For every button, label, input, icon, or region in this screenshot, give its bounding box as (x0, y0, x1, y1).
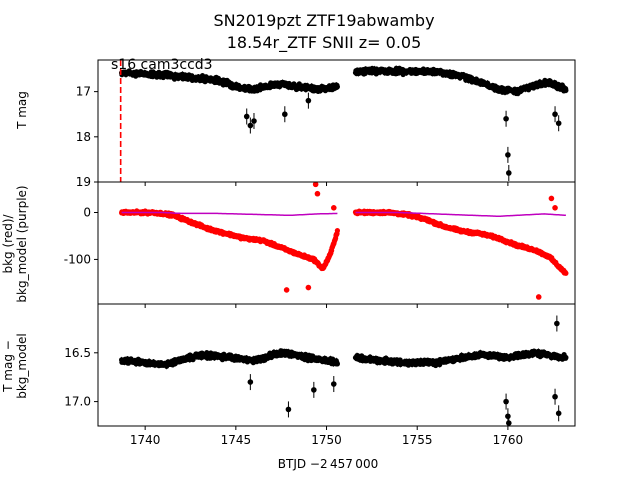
outlier-point-middle (305, 284, 312, 291)
annotation-sector: s16 cam3ccd3 (111, 57, 213, 73)
outlier-point-top (503, 115, 509, 122)
outlier-point-middle (283, 287, 290, 293)
ytick-label-top: 19 (76, 175, 91, 189)
xtick-label: 1740 (130, 433, 161, 447)
outlier-point-middle (314, 190, 321, 197)
outlier-point-top (247, 122, 254, 129)
outlier-point-bottom (505, 413, 511, 420)
ylabel-middle-line2: bkg_model (purple) (15, 185, 29, 302)
outlier-point-bottom (503, 398, 509, 405)
ytick-label-bottom: 17.0 (64, 395, 91, 409)
outlier-point-middle (312, 182, 319, 188)
outlier-point-top (552, 111, 558, 118)
axes-frame-bottom (97, 303, 576, 427)
outlier-point-bottom (554, 320, 560, 327)
ytick-label-top: 17 (76, 85, 91, 99)
panel-middle: 0 -100 (64, 181, 576, 308)
ylabel-top: T mag (15, 91, 29, 130)
outlier-point-bottom (506, 420, 512, 426)
outlier-point-bottom (247, 379, 254, 385)
outlier-point-top (555, 120, 562, 127)
data-point-top (563, 87, 569, 93)
xtick-label: 1750 (311, 433, 342, 447)
panel-top: 17 18 19 (76, 59, 576, 189)
xtick-label: 1760 (493, 433, 524, 447)
ylabel-bottom-line1: T mag − (1, 340, 15, 393)
outlier-point-bottom (311, 387, 317, 393)
outlier-point-middle (535, 294, 542, 300)
data-point-bottom (563, 354, 569, 361)
data-point-bottom (334, 361, 340, 367)
ytick-label-bottom: 16.5 (64, 346, 91, 360)
outlier-point-bottom (552, 393, 558, 400)
outlier-point-middle (548, 195, 555, 202)
ytick-label-top: 18 (76, 130, 91, 144)
data-point-middle (334, 228, 340, 234)
plot-area-top (119, 60, 569, 182)
data-point-top (334, 84, 340, 90)
ytick-label-middle: 0 (83, 206, 91, 220)
outlier-point-bottom (330, 381, 337, 387)
outlier-point-top (282, 111, 288, 118)
outlier-point-bottom (285, 406, 292, 413)
ylabel-middle-line1: bkg (red)/ (1, 214, 15, 274)
outlier-point-middle (552, 205, 558, 211)
data-point-middle (563, 270, 569, 276)
outlier-point-top (251, 118, 257, 124)
title-line-2: 18.54r_ZTF SNII z= 0.05 (227, 33, 422, 53)
series-line-bkg_model-0 (121, 211, 338, 217)
xtick-label: 1755 (402, 433, 433, 447)
xtick-label: 1745 (221, 433, 252, 447)
outlier-point-middle (330, 205, 337, 211)
ytick-label-middle: -100 (64, 252, 91, 266)
outlier-point-top (506, 170, 512, 176)
plot-area-bottom (119, 315, 569, 426)
title-line-1: SN2019pzt ZTF19abwamby (213, 11, 434, 30)
outlier-point-top (243, 113, 250, 120)
xlabel: BTJD −2 457 000 (278, 457, 378, 471)
series-line-bkg_model-1 (355, 211, 566, 218)
ylabel-bottom-line2: bkg_model (15, 333, 29, 399)
outlier-point-top (305, 97, 312, 104)
outlier-point-top (505, 152, 511, 158)
outlier-point-bottom (555, 410, 562, 417)
panel-bottom: 16.5 17.0 1740 1745 1750 1755 1760 (64, 303, 576, 447)
plot-area-middle (119, 182, 569, 300)
